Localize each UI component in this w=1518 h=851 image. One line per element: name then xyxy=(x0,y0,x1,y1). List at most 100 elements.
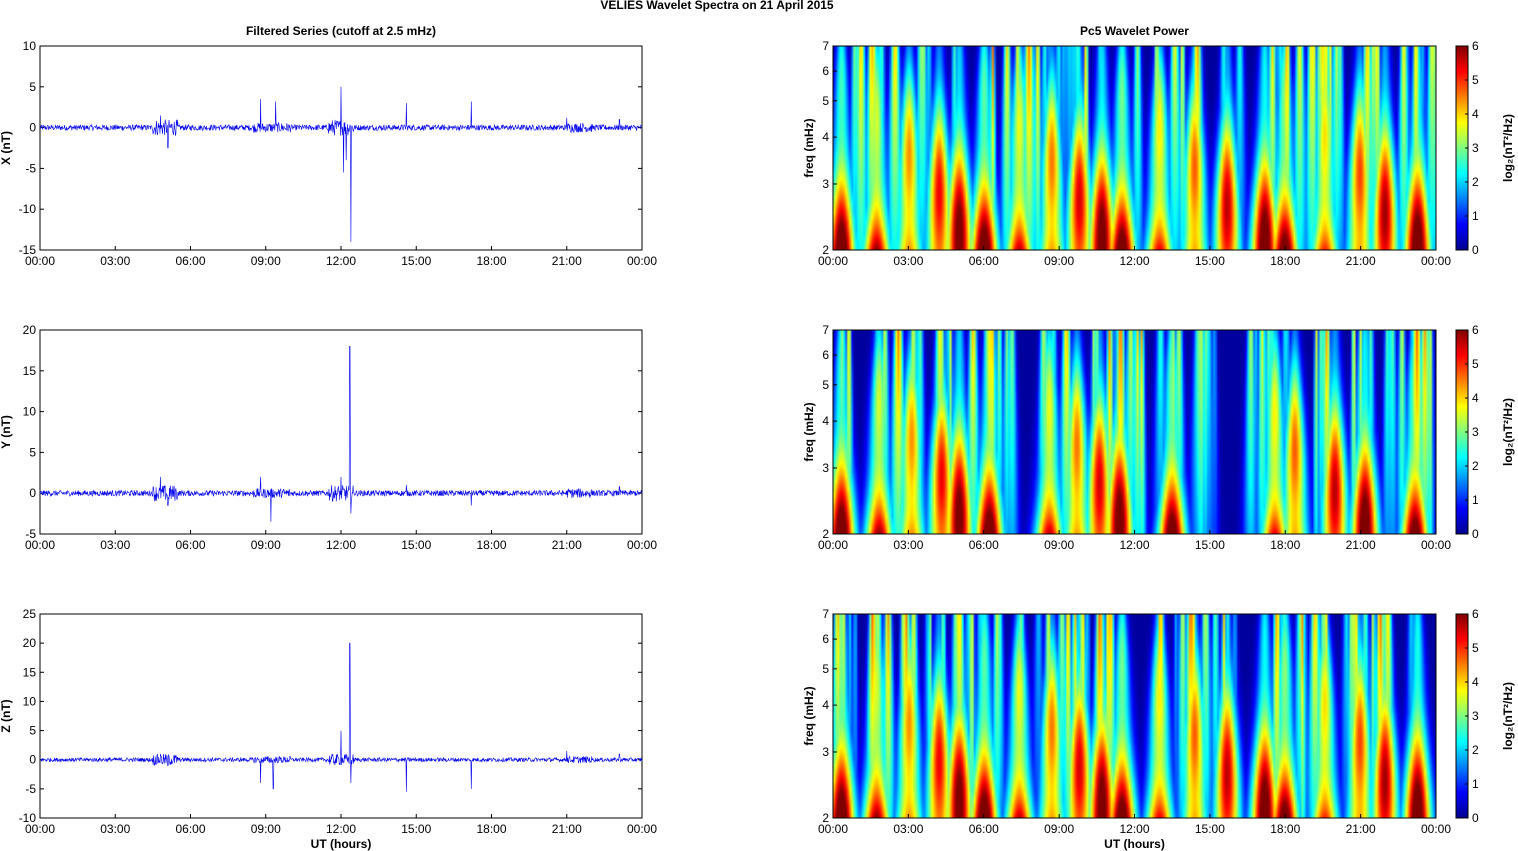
x-tick-label: 18:00 xyxy=(1270,822,1300,836)
x-tick-label: 15:00 xyxy=(1195,254,1225,268)
x-tick-label: 18:00 xyxy=(1270,538,1300,552)
y-tick-label: 4 xyxy=(822,698,829,712)
colorbar-tick-label: 4 xyxy=(1472,107,1479,121)
colorbar-label: log₂(nT²/Hz) xyxy=(1501,398,1515,466)
wavelet-heatmap xyxy=(833,46,1436,250)
wavelet-panel-2: 2 3 4 5 6 7 00:00 03:00 06:00 09:00 12:00 15:00 18:0… xyxy=(802,323,1515,552)
x-tick-label: 21:00 xyxy=(1346,538,1376,552)
wavelet-panel-3: 2 3 4 5 6 7 00:00 03:00 06:00 09:00 12:00 15:00 18:0… xyxy=(802,607,1515,851)
y-tick-label: 15 xyxy=(23,665,37,679)
colorbar-tick-label: 1 xyxy=(1472,493,1479,507)
x-tick-label: 12:00 xyxy=(326,822,356,836)
y-tick-label: 0 xyxy=(29,121,36,135)
y-tick-label: 25 xyxy=(23,607,37,621)
y-tick-label: 6 xyxy=(822,64,829,78)
x-tick-label: 12:00 xyxy=(326,538,356,552)
x-tick-label: 06:00 xyxy=(175,254,205,268)
y-axis-label: Y (nT) xyxy=(0,415,13,449)
y-tick-label: 5 xyxy=(29,80,36,94)
panel-title: Filtered Series (cutoff at 2.5 mHz) xyxy=(246,24,436,38)
colorbar-tick-label: 3 xyxy=(1472,425,1479,439)
colorbar-tick-label: 3 xyxy=(1472,141,1479,155)
x-tick-label: 00:00 xyxy=(818,822,848,836)
y-tick-label: 10 xyxy=(23,405,37,419)
colorbar-tick-label: 2 xyxy=(1472,459,1479,473)
x-axis-label: UT (hours) xyxy=(311,837,372,851)
wavelet-panel-1: 2 3 4 5 6 7 00:00 03:00 06:00 09:00 12:00 15:00 18:0… xyxy=(802,24,1515,268)
x-tick-label: 09:00 xyxy=(1044,254,1074,268)
colorbar-tick-label: 4 xyxy=(1472,675,1479,689)
y-tick-label: 20 xyxy=(23,323,37,337)
x-tick-label: 09:00 xyxy=(1044,822,1074,836)
y-tick-label: 2 xyxy=(822,527,829,541)
x-tick-label: 21:00 xyxy=(1346,254,1376,268)
timeseries-panel-3: -10 -5 0 5 10 15 20 25 00:00 03:00 06:00 09:00 12:00… xyxy=(0,607,657,851)
y-tick-label: -5 xyxy=(25,782,36,796)
x-tick-label: 03:00 xyxy=(100,822,130,836)
x-tick-label: 06:00 xyxy=(969,538,999,552)
x-tick-label: 00:00 xyxy=(25,254,55,268)
timeseries-panel-2: -5 0 5 10 15 20 00:00 03:00 06:00 09:00 12:00 15:00… xyxy=(0,323,657,552)
timeseries-panel-1: -15 -10 -5 0 5 10 00:00 03:00 06:00 09:00 12:00 15:… xyxy=(0,24,657,268)
colorbar-tick-label: 1 xyxy=(1472,209,1479,223)
colorbar-tick-label: 0 xyxy=(1472,811,1479,825)
y-tick-label: 4 xyxy=(822,414,829,428)
plot-area xyxy=(39,613,643,819)
x-tick-label: 12:00 xyxy=(1119,822,1149,836)
y-axis-label: Z (nT) xyxy=(0,699,13,732)
colorbar-tick-label: 3 xyxy=(1472,709,1479,723)
y-tick-label: -15 xyxy=(19,243,37,257)
y-tick-label: 3 xyxy=(822,177,829,191)
y-axis-label: freq (mHz) xyxy=(802,402,816,461)
y-tick-label: 7 xyxy=(822,323,829,337)
x-tick-label: 00:00 xyxy=(818,254,848,268)
y-tick-label: 10 xyxy=(23,39,37,53)
colorbar-tick-label: 4 xyxy=(1472,391,1479,405)
y-axis-label: freq (mHz) xyxy=(802,686,816,745)
y-tick-label: 4 xyxy=(822,130,829,144)
y-tick-label: 0 xyxy=(29,753,36,767)
colorbar-label: log₂(nT²/Hz) xyxy=(1501,682,1515,750)
x-tick-label: 06:00 xyxy=(175,538,205,552)
x-tick-label: 00:00 xyxy=(627,254,657,268)
x-tick-label: 15:00 xyxy=(1195,538,1225,552)
panel-title: Pc5 Wavelet Power xyxy=(1080,24,1189,38)
x-tick-label: 15:00 xyxy=(401,822,431,836)
y-axis-label: X (nT) xyxy=(0,131,13,165)
y-tick-label: 3 xyxy=(822,461,829,475)
y-tick-label: 5 xyxy=(822,378,829,392)
y-tick-label: 2 xyxy=(822,811,829,825)
x-tick-label: 15:00 xyxy=(401,538,431,552)
wavelet-heatmap xyxy=(833,330,1436,534)
x-tick-label: 06:00 xyxy=(969,254,999,268)
colorbar-tick-label: 5 xyxy=(1472,641,1479,655)
colorbar-tick-label: 1 xyxy=(1472,777,1479,791)
x-tick-label: 03:00 xyxy=(893,254,923,268)
x-tick-label: 21:00 xyxy=(552,822,582,836)
y-tick-label: 7 xyxy=(822,607,829,621)
x-tick-label: 18:00 xyxy=(476,538,506,552)
x-axis-label: UT (hours) xyxy=(1104,837,1165,851)
y-tick-label: 6 xyxy=(822,632,829,646)
y-tick-label: 20 xyxy=(23,636,37,650)
y-tick-label: 6 xyxy=(822,348,829,362)
x-tick-label: 00:00 xyxy=(627,538,657,552)
signal-trace xyxy=(39,642,643,792)
colorbar-tick-label: 6 xyxy=(1472,323,1479,337)
colorbar-tick-label: 2 xyxy=(1472,743,1479,757)
x-tick-label: 18:00 xyxy=(1270,254,1300,268)
y-tick-label: 5 xyxy=(29,724,36,738)
y-tick-label: -5 xyxy=(25,527,36,541)
x-tick-label: 21:00 xyxy=(1346,822,1376,836)
y-tick-label: 3 xyxy=(822,745,829,759)
x-tick-label: 00:00 xyxy=(25,538,55,552)
x-tick-label: 00:00 xyxy=(1421,822,1451,836)
y-tick-label: -5 xyxy=(25,161,36,175)
x-tick-label: 09:00 xyxy=(251,538,281,552)
y-tick-label: 7 xyxy=(822,39,829,53)
x-tick-label: 00:00 xyxy=(25,822,55,836)
y-tick-label: 5 xyxy=(29,445,36,459)
x-tick-label: 03:00 xyxy=(893,538,923,552)
x-tick-label: 21:00 xyxy=(552,254,582,268)
